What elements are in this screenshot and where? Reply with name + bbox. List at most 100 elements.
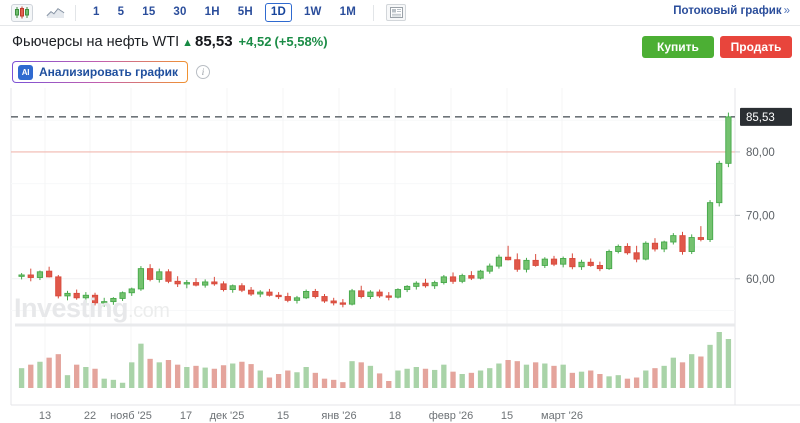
volume-bar xyxy=(606,376,612,388)
page-title: Фьючерсы на нефть WTI ▲ 85,53 +4,52 (+5,58%) xyxy=(12,33,328,50)
candle-body xyxy=(651,242,659,250)
candle-body xyxy=(330,300,337,304)
candle-body xyxy=(64,292,71,297)
candlestick xyxy=(495,254,503,269)
candlestick xyxy=(211,276,218,286)
info-icon[interactable]: i xyxy=(195,65,210,79)
volume-bar xyxy=(569,372,576,388)
candle-body xyxy=(367,291,374,297)
candle-body xyxy=(633,252,640,260)
timeframe-1h[interactable]: 1H xyxy=(204,6,220,18)
volume-bar xyxy=(129,362,135,388)
candle-body xyxy=(27,274,34,278)
volume-bar xyxy=(266,377,273,388)
candlestick xyxy=(404,285,411,293)
candle-body xyxy=(36,271,44,278)
timeframe-1d[interactable]: 1D xyxy=(264,3,292,22)
candlestick xyxy=(64,290,71,301)
candle-body xyxy=(560,258,567,265)
candlestick xyxy=(128,287,135,296)
volume-bar xyxy=(28,364,34,388)
volume-bar xyxy=(18,368,25,388)
volume-bar xyxy=(340,382,346,388)
line-chart-icon[interactable] xyxy=(43,4,67,22)
candlestick xyxy=(550,255,558,267)
candlestick xyxy=(284,292,291,303)
analyze-chart-button[interactable]: AI Анализировать график xyxy=(12,61,188,83)
volume-bar xyxy=(725,339,732,388)
volume-bar xyxy=(248,364,254,388)
time-axis-tick: февр '26 xyxy=(429,410,474,422)
candlestick xyxy=(348,288,356,306)
time-axis-tick: нояб '25 xyxy=(110,410,152,422)
volume-bar xyxy=(716,332,722,388)
timeframe-5h[interactable]: 5H xyxy=(237,6,253,18)
candlestick-glyph xyxy=(15,6,29,19)
candlestick xyxy=(82,292,89,303)
candlestick xyxy=(91,292,99,306)
candle-body xyxy=(679,235,686,252)
timeframe-1m[interactable]: 1M xyxy=(339,6,356,18)
volume-bar xyxy=(689,354,695,388)
news-layout-glyph xyxy=(389,7,403,18)
volume-bar xyxy=(321,378,328,388)
candle-body xyxy=(312,291,319,297)
sell-button[interactable]: Продать xyxy=(720,36,792,58)
candle-body xyxy=(615,245,622,252)
candlestick xyxy=(624,243,631,255)
timeframe-15[interactable]: 15 xyxy=(142,6,156,18)
instrument-name: Фьючерсы на нефть WTI xyxy=(12,33,180,50)
candlestick xyxy=(303,289,310,300)
last-price: 85,53 xyxy=(195,32,233,50)
candle-body xyxy=(523,259,530,270)
timeframe-1w[interactable]: 1W xyxy=(303,6,322,18)
volume-bar xyxy=(597,374,603,388)
volume-bar xyxy=(588,370,594,388)
candlestick xyxy=(459,273,466,284)
volume-bar xyxy=(193,365,199,388)
news-layout-icon[interactable] xyxy=(386,4,406,21)
streaming-chart-link[interactable]: Потоковый график» xyxy=(673,5,790,17)
candle-body xyxy=(642,242,649,260)
candle-body xyxy=(55,276,62,297)
candle-body xyxy=(394,289,402,298)
buy-button[interactable]: Купить xyxy=(642,36,714,58)
volume-bar xyxy=(395,370,401,388)
candle-body xyxy=(569,258,576,268)
timeframe-1[interactable]: 1 xyxy=(93,6,100,18)
candlestick xyxy=(312,288,319,299)
trend-up-icon: ▲ xyxy=(182,36,193,49)
candle-body xyxy=(514,259,521,270)
candle-body xyxy=(238,285,246,291)
candle-body xyxy=(321,296,328,302)
candlestick xyxy=(293,295,301,304)
volume-bar xyxy=(83,367,89,388)
volume-bar xyxy=(670,357,676,388)
candlestick xyxy=(321,293,328,303)
candle-body xyxy=(477,270,484,279)
candle-body xyxy=(247,289,255,295)
timeframe-30[interactable]: 30 xyxy=(173,6,187,18)
volume-bar xyxy=(551,365,557,388)
candlestick xyxy=(376,289,383,298)
candle-body xyxy=(468,275,475,279)
candlestick xyxy=(615,244,622,254)
price-chart[interactable]: 80,00 70,00 60,00 13 22 нояб '25 17 дек '25 15 ян… xyxy=(0,88,800,423)
candlestick xyxy=(156,268,163,283)
candle-body xyxy=(440,276,447,284)
chart-canvas[interactable]: 80,00 70,00 60,00 13 22 нояб '25 17 дек '25 15 ян… xyxy=(0,88,800,423)
volume-bar xyxy=(376,373,383,388)
candlestick xyxy=(569,253,576,270)
volume-bar xyxy=(477,370,484,388)
candlestick xyxy=(532,254,539,267)
volume-bar xyxy=(404,368,410,388)
candlestick xyxy=(596,261,604,272)
candlestick-icon[interactable] xyxy=(11,3,33,22)
time-axis-tick: 13 xyxy=(39,410,51,422)
volume-bar xyxy=(184,367,190,388)
volume-bar xyxy=(698,356,704,388)
volume-bar xyxy=(165,360,172,388)
timeframe-5[interactable]: 5 xyxy=(117,6,125,18)
volume-bar xyxy=(74,364,80,388)
candle-body xyxy=(202,281,209,286)
